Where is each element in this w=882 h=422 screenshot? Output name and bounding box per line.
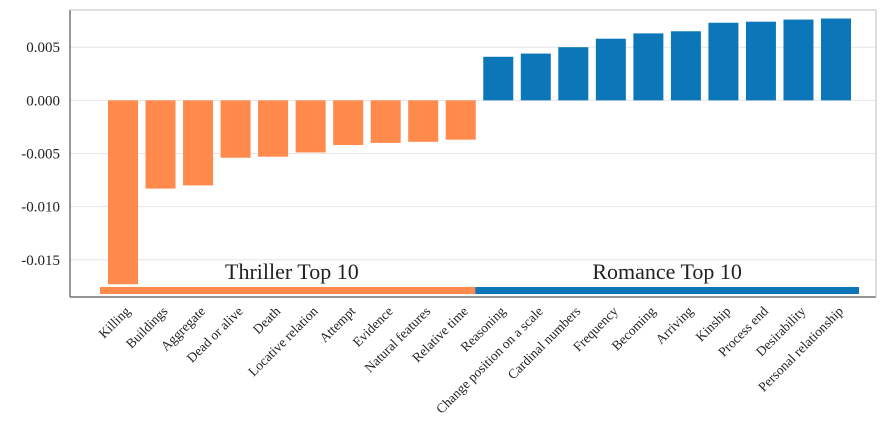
bar — [595, 38, 626, 101]
bar — [633, 33, 664, 101]
y-tick-labels: -0.015 -0.010 -0.005 0.000 0.005 — [21, 40, 60, 269]
bar — [295, 100, 326, 153]
bar — [333, 100, 364, 145]
group-bracket — [100, 287, 484, 294]
bar — [558, 47, 589, 101]
bar — [445, 100, 476, 140]
group-label: Thriller Top 10 — [225, 259, 359, 284]
bar — [183, 100, 214, 186]
y-tick-label: -0.005 — [21, 147, 60, 163]
y-tick-label: -0.015 — [21, 253, 60, 269]
bar — [783, 19, 814, 101]
bar — [821, 18, 851, 101]
bar — [670, 31, 701, 101]
y-tick-label: -0.010 — [21, 200, 60, 216]
group-brackets: Thriller Top 10 Romance Top 10 — [100, 259, 859, 294]
y-tick-label: 0.000 — [26, 93, 60, 109]
bar — [258, 100, 289, 157]
x-tick-label: Death — [250, 303, 284, 337]
bar — [520, 53, 551, 101]
group-label: Romance Top 10 — [592, 259, 742, 284]
bars — [108, 18, 851, 285]
bar — [483, 56, 514, 101]
bar — [108, 100, 138, 285]
x-tick-label: Locative relation — [245, 303, 321, 379]
group-bracket — [475, 287, 859, 294]
bar — [145, 100, 176, 189]
bar — [220, 100, 251, 158]
bar — [745, 21, 776, 101]
bar — [370, 100, 401, 143]
bar — [708, 22, 739, 101]
y-tick-label: 0.005 — [26, 40, 60, 56]
bar — [408, 100, 439, 142]
axes — [69, 9, 877, 298]
x-tick-label: Natural features — [362, 304, 434, 376]
x-tick-label: Arriving — [653, 303, 697, 347]
